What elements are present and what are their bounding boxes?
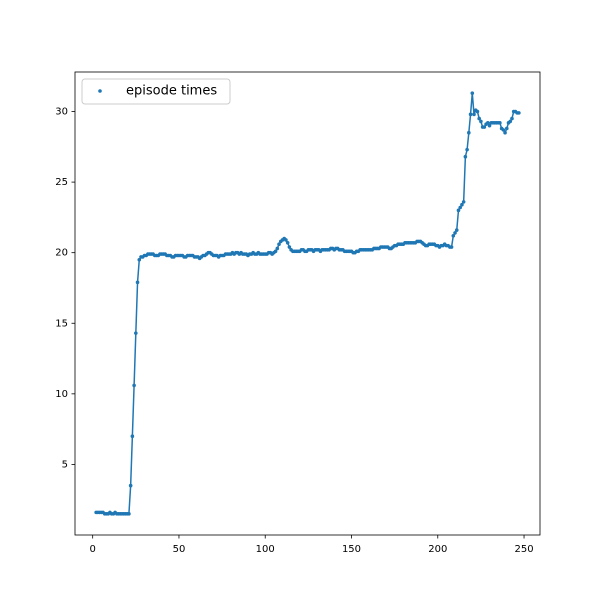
y-tick-label: 25 bbox=[55, 177, 68, 188]
y-tick-label: 20 bbox=[55, 248, 68, 259]
point bbox=[468, 112, 473, 117]
point bbox=[460, 202, 464, 207]
point bbox=[453, 231, 457, 235]
point bbox=[454, 228, 459, 232]
point bbox=[132, 383, 136, 388]
point bbox=[287, 245, 292, 249]
point bbox=[498, 121, 502, 125]
x-tick-label: 0 bbox=[89, 544, 95, 555]
point bbox=[487, 123, 492, 128]
point bbox=[517, 111, 521, 115]
point bbox=[482, 125, 487, 129]
point bbox=[449, 245, 454, 249]
point bbox=[285, 241, 290, 245]
point bbox=[508, 119, 513, 124]
point bbox=[130, 434, 135, 438]
point bbox=[458, 205, 462, 210]
point bbox=[465, 147, 469, 152]
point bbox=[477, 116, 481, 121]
y-tick-label: 15 bbox=[55, 318, 68, 329]
point bbox=[501, 128, 506, 132]
point bbox=[504, 126, 509, 131]
y-tick-label: 5 bbox=[62, 459, 68, 470]
x-tick-label: 200 bbox=[428, 544, 447, 555]
point bbox=[135, 280, 140, 285]
point bbox=[128, 483, 133, 488]
point bbox=[463, 154, 468, 159]
point bbox=[467, 130, 471, 135]
point bbox=[470, 91, 475, 95]
x-tick-label: 100 bbox=[256, 544, 275, 555]
legend-label: episode times bbox=[126, 84, 217, 99]
point bbox=[503, 130, 507, 135]
point bbox=[134, 331, 138, 335]
point bbox=[456, 208, 461, 213]
plot-frame bbox=[74, 71, 541, 536]
point bbox=[277, 242, 281, 247]
point bbox=[479, 119, 483, 124]
point bbox=[273, 249, 278, 254]
point bbox=[472, 112, 476, 117]
legend-marker bbox=[98, 89, 102, 93]
y-tick-label: 30 bbox=[55, 107, 68, 118]
y-tick-label: 10 bbox=[55, 389, 68, 400]
x-tick-label: 250 bbox=[514, 544, 533, 555]
x-tick-label: 50 bbox=[173, 544, 186, 555]
point bbox=[127, 512, 131, 516]
point bbox=[461, 200, 466, 204]
x-tick-label: 150 bbox=[342, 544, 361, 555]
point bbox=[475, 109, 480, 114]
point bbox=[486, 121, 490, 125]
point bbox=[451, 233, 456, 238]
line bbox=[96, 93, 519, 515]
point bbox=[275, 246, 280, 251]
legend-box bbox=[81, 78, 231, 105]
point bbox=[510, 116, 514, 121]
point bbox=[284, 238, 288, 242]
point bbox=[137, 257, 142, 262]
